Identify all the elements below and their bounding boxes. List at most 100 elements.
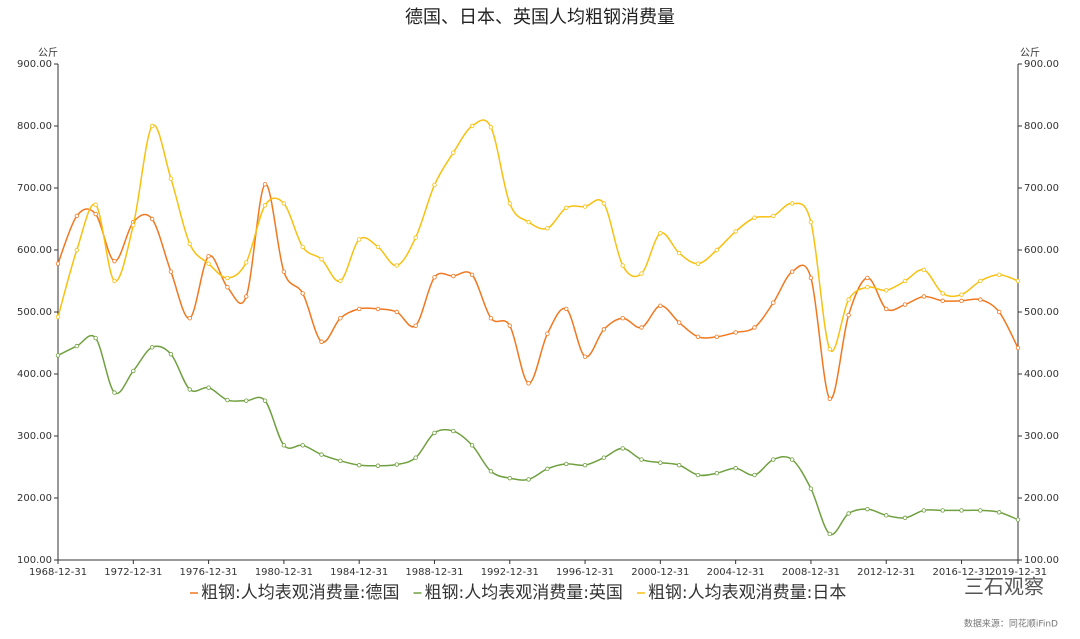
y-tick-label: 300.00 xyxy=(17,431,52,442)
point xyxy=(639,271,644,276)
point xyxy=(789,201,795,206)
x-tick-label: 1976-12-31 xyxy=(180,567,238,578)
point xyxy=(658,460,663,465)
point xyxy=(319,339,324,344)
point xyxy=(733,466,738,471)
point xyxy=(206,385,211,390)
point xyxy=(149,123,155,129)
point xyxy=(771,300,776,305)
point xyxy=(507,475,512,481)
point xyxy=(582,204,588,209)
point xyxy=(771,213,776,219)
point xyxy=(902,278,908,284)
x-tick-label: 1992-12-31 xyxy=(481,567,539,578)
point xyxy=(808,486,814,491)
point xyxy=(545,466,550,472)
point xyxy=(695,334,701,339)
point xyxy=(394,309,400,315)
point xyxy=(93,211,98,217)
point xyxy=(93,335,98,341)
point xyxy=(225,397,230,403)
y2-unit: 公斤 xyxy=(1020,47,1040,59)
point xyxy=(658,303,663,308)
point xyxy=(168,269,174,274)
point xyxy=(187,387,192,392)
point xyxy=(1015,517,1021,522)
point xyxy=(733,229,738,234)
point xyxy=(1015,345,1021,351)
point xyxy=(131,368,136,374)
point xyxy=(564,461,569,467)
point xyxy=(545,331,550,336)
y2-tick-label: 800.00 xyxy=(1024,121,1059,132)
x-tick-label: 1972-12-31 xyxy=(104,567,162,578)
point xyxy=(865,285,870,290)
y2-tick-label: 700.00 xyxy=(1024,183,1059,194)
x-tick-label: 2008-12-31 xyxy=(782,567,840,578)
point xyxy=(808,219,814,225)
point xyxy=(526,477,531,482)
point xyxy=(545,226,550,231)
point xyxy=(601,201,607,206)
point xyxy=(281,201,287,206)
point xyxy=(338,278,343,284)
point xyxy=(168,176,174,181)
point xyxy=(846,511,851,516)
point xyxy=(639,457,644,462)
y2-tick-label: 500.00 xyxy=(1024,307,1059,318)
point xyxy=(356,237,362,242)
point xyxy=(338,458,343,463)
point xyxy=(695,261,701,266)
point xyxy=(131,222,136,228)
point xyxy=(375,463,381,468)
point xyxy=(940,508,945,513)
y-tick-label: 200.00 xyxy=(17,493,52,504)
point xyxy=(469,123,475,129)
point xyxy=(55,261,61,266)
point xyxy=(526,381,531,386)
x-tick-label: 1996-12-31 xyxy=(556,567,614,578)
point xyxy=(827,396,832,401)
point xyxy=(582,354,588,359)
x-tick-label: 2016-12-31 xyxy=(932,567,990,578)
legend-label: 粗钢:人均表观消费量:德国 xyxy=(201,583,399,603)
y-tick-label: 500.00 xyxy=(17,307,52,318)
x-tick-label: 1988-12-31 xyxy=(405,567,463,578)
point xyxy=(375,244,381,250)
source: 数据来源：同花顺iFinD xyxy=(964,618,1058,630)
point xyxy=(225,285,230,290)
point xyxy=(451,428,456,434)
point xyxy=(432,430,437,436)
point xyxy=(1015,278,1021,284)
point xyxy=(996,309,1002,315)
legend-label: 粗钢:人均表观消费量:英国 xyxy=(424,583,622,603)
point xyxy=(771,457,776,462)
point xyxy=(413,323,418,328)
point xyxy=(978,278,983,284)
point xyxy=(319,257,324,262)
x-tick-label: 1980-12-31 xyxy=(255,567,313,578)
point xyxy=(639,325,644,330)
point xyxy=(413,235,418,240)
y2-tick-label: 100.00 xyxy=(1024,555,1059,566)
point xyxy=(676,250,682,256)
point xyxy=(488,125,494,130)
point xyxy=(959,298,964,304)
point xyxy=(432,182,437,188)
point xyxy=(996,272,1002,277)
point xyxy=(168,351,174,357)
point xyxy=(902,515,908,521)
point xyxy=(582,462,588,468)
point xyxy=(884,306,889,312)
point xyxy=(865,275,870,281)
y-tick-label: 800.00 xyxy=(17,121,52,132)
point xyxy=(959,292,964,297)
point xyxy=(846,297,851,302)
point xyxy=(884,288,889,293)
point xyxy=(959,508,964,513)
point xyxy=(74,213,80,219)
point xyxy=(620,316,625,321)
point xyxy=(413,455,418,460)
point xyxy=(676,462,682,468)
